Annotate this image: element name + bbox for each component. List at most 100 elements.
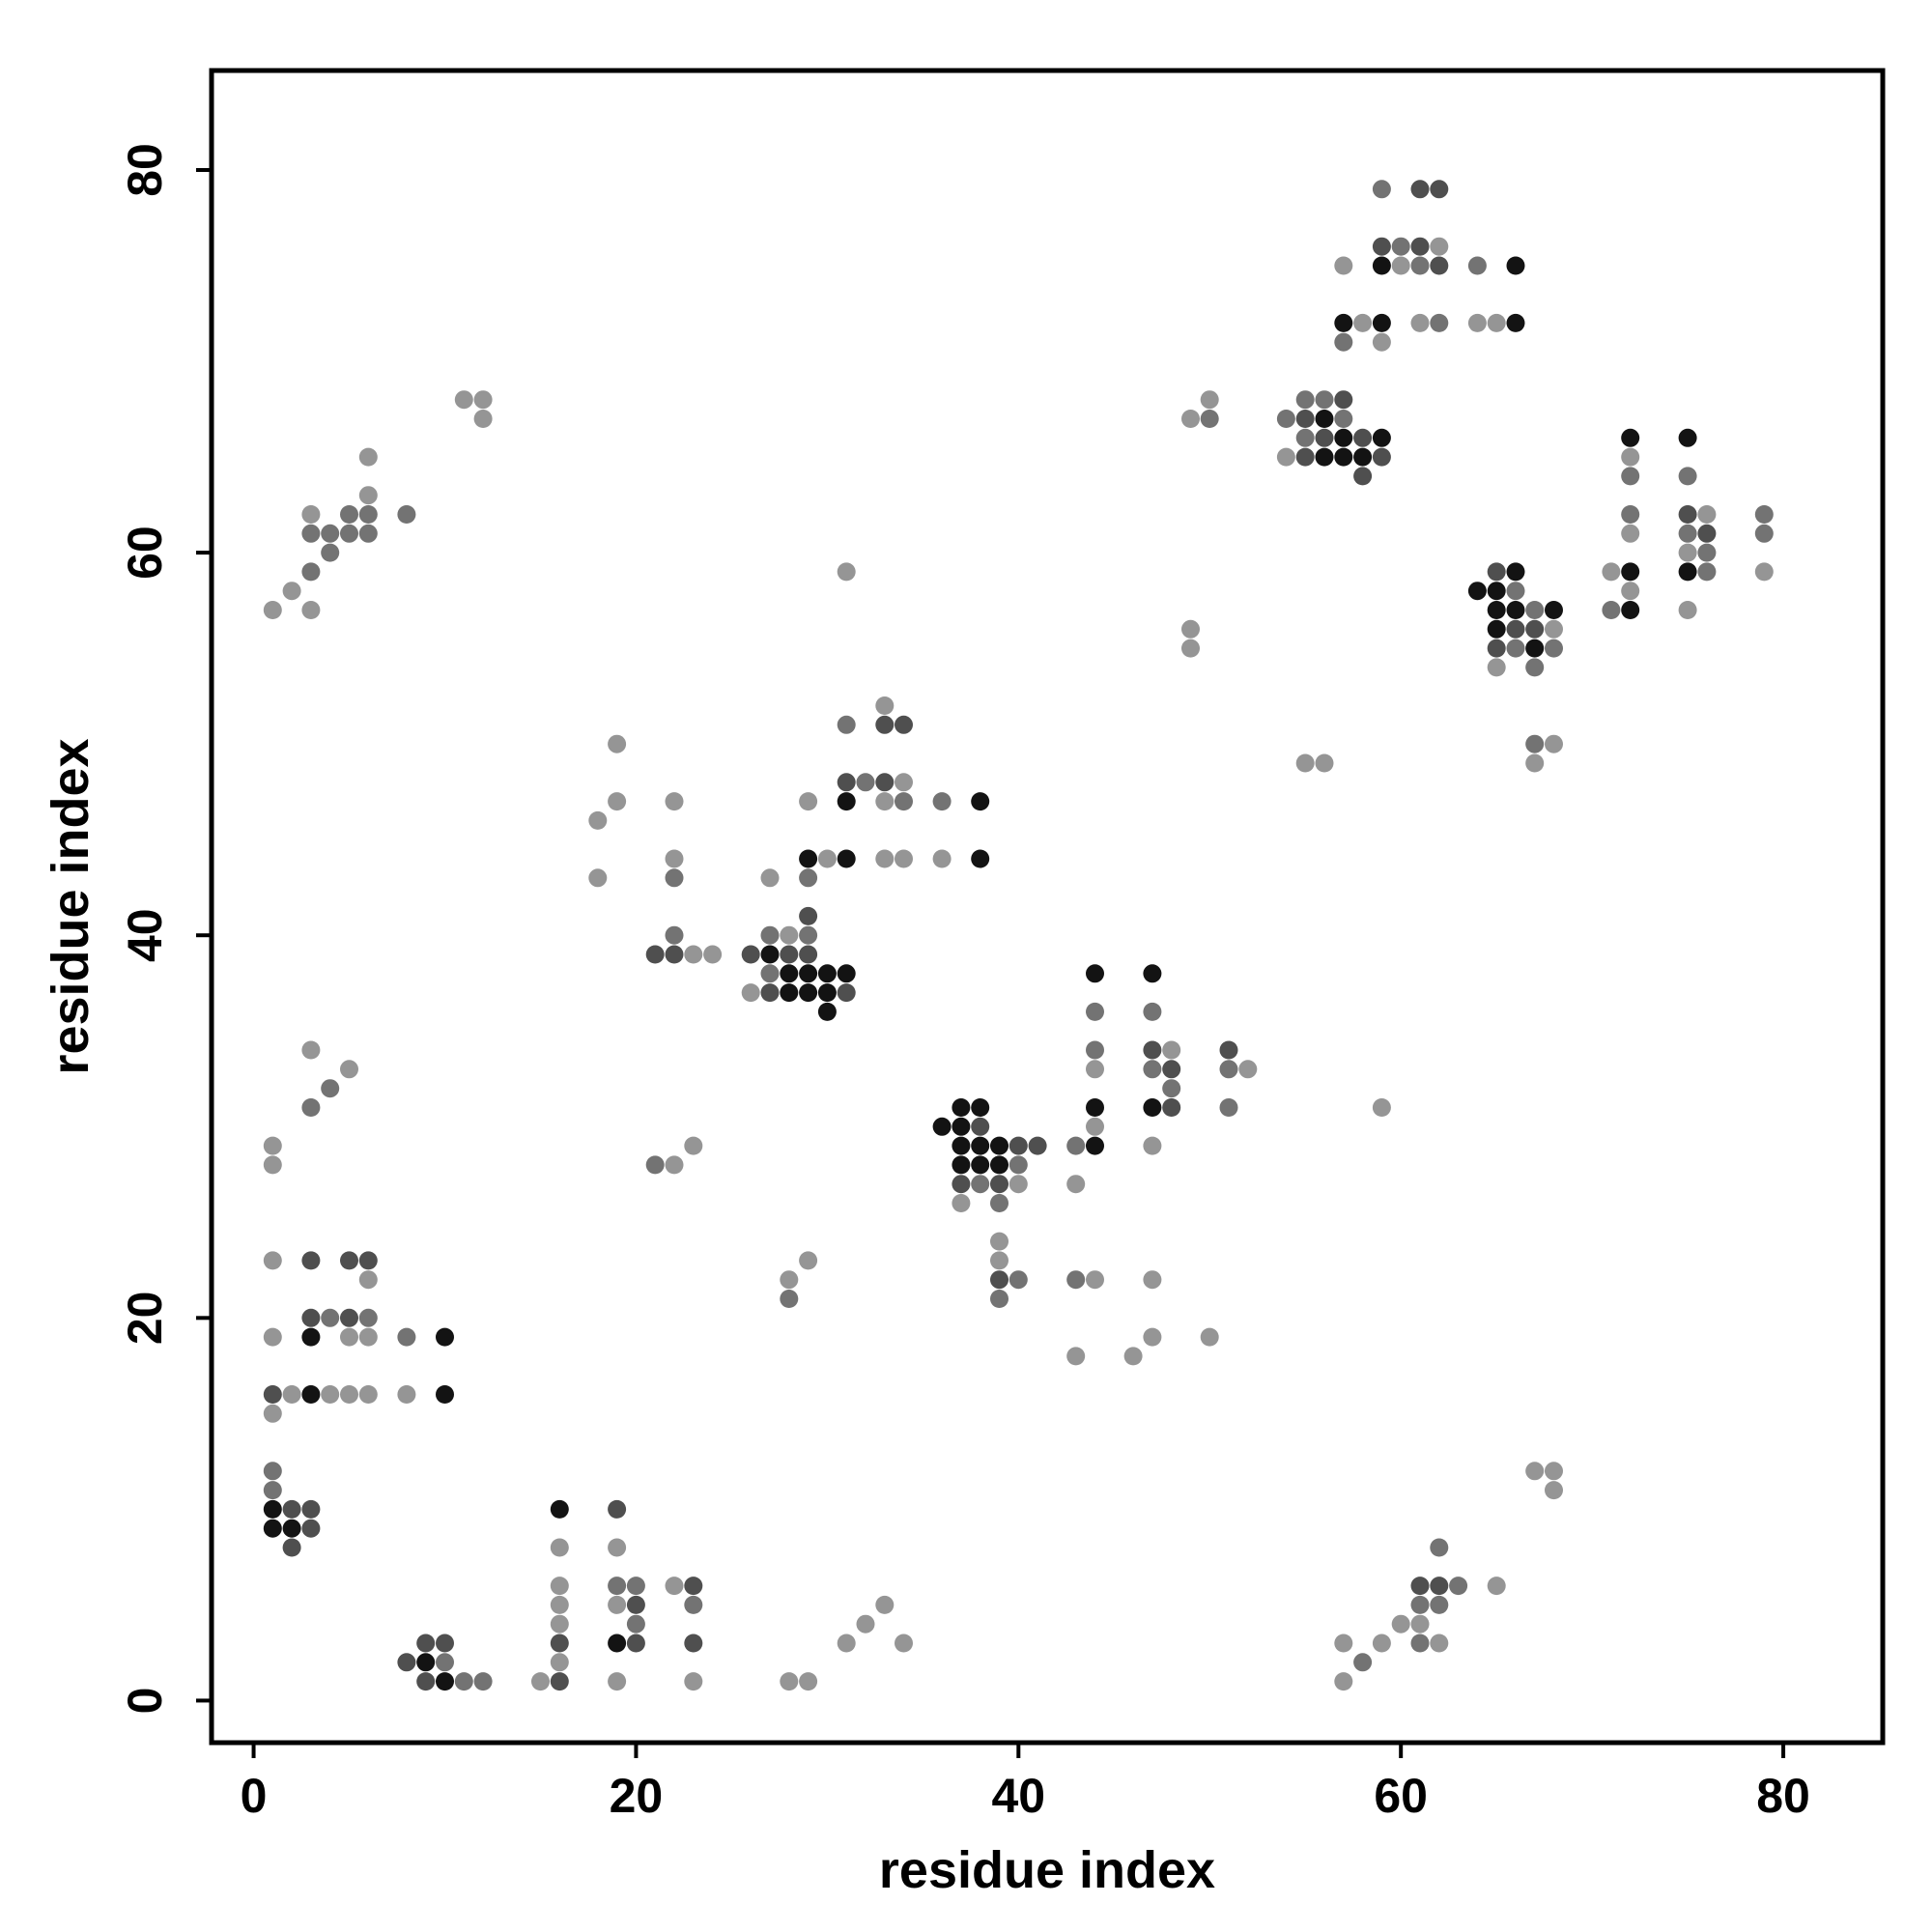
data-point bbox=[895, 849, 913, 868]
data-point bbox=[626, 1577, 645, 1596]
data-point bbox=[263, 1155, 282, 1175]
data-point bbox=[1410, 1614, 1430, 1634]
data-point bbox=[340, 1327, 358, 1347]
data-point bbox=[1181, 639, 1200, 658]
data-point bbox=[1410, 313, 1430, 332]
data-point bbox=[1238, 1060, 1258, 1079]
data-point bbox=[416, 1653, 436, 1672]
data-point bbox=[1200, 1327, 1219, 1347]
data-point bbox=[1219, 1040, 1238, 1060]
data-point bbox=[1086, 1040, 1104, 1060]
data-point bbox=[799, 792, 818, 811]
data-point bbox=[1276, 410, 1295, 428]
data-point bbox=[1334, 447, 1353, 467]
data-point bbox=[1525, 753, 1545, 773]
data-point bbox=[875, 715, 895, 734]
data-point bbox=[1334, 256, 1353, 275]
data-point bbox=[1430, 256, 1449, 275]
plot-frame bbox=[209, 68, 1886, 1746]
data-point bbox=[1621, 467, 1640, 486]
data-point bbox=[817, 964, 837, 983]
data-point bbox=[1123, 1347, 1143, 1366]
data-point bbox=[1545, 1481, 1563, 1500]
data-point bbox=[263, 1327, 282, 1347]
data-point bbox=[321, 1079, 340, 1098]
data-point bbox=[1506, 619, 1525, 639]
data-point bbox=[454, 1672, 473, 1691]
data-point bbox=[1372, 332, 1391, 352]
y-tick-label: 40 bbox=[118, 908, 172, 962]
data-point bbox=[665, 925, 684, 945]
data-point bbox=[1086, 1270, 1104, 1290]
data-point bbox=[358, 1308, 378, 1327]
data-point bbox=[1545, 734, 1563, 753]
data-point bbox=[626, 1614, 645, 1634]
data-point bbox=[645, 945, 665, 964]
data-point bbox=[665, 945, 684, 964]
data-point bbox=[760, 925, 780, 945]
data-point bbox=[626, 1595, 645, 1614]
data-point bbox=[741, 983, 760, 1003]
data-point bbox=[1410, 237, 1430, 256]
data-point bbox=[1334, 313, 1353, 332]
data-point bbox=[875, 1595, 895, 1614]
data-point bbox=[1506, 562, 1525, 582]
data-point bbox=[799, 964, 818, 983]
data-point bbox=[301, 1327, 321, 1347]
data-point bbox=[1525, 601, 1545, 619]
data-point bbox=[1334, 332, 1353, 352]
data-point bbox=[358, 524, 378, 543]
data-point bbox=[895, 773, 913, 792]
data-point bbox=[1678, 562, 1697, 582]
data-point bbox=[340, 1251, 358, 1270]
data-point bbox=[1678, 524, 1697, 543]
data-point bbox=[1086, 1002, 1104, 1021]
data-point bbox=[837, 983, 856, 1003]
data-point bbox=[990, 1155, 1009, 1175]
data-point bbox=[1315, 447, 1334, 467]
data-point bbox=[321, 524, 340, 543]
data-point bbox=[358, 1251, 378, 1270]
data-point bbox=[301, 601, 321, 619]
data-point bbox=[263, 1462, 282, 1481]
data-point bbox=[684, 1634, 703, 1653]
data-point bbox=[321, 543, 340, 562]
data-point bbox=[301, 562, 321, 582]
data-point bbox=[1086, 964, 1104, 983]
data-point bbox=[1410, 1634, 1430, 1653]
data-point bbox=[971, 1155, 990, 1175]
data-point bbox=[608, 1634, 627, 1653]
data-point bbox=[645, 1155, 665, 1175]
data-point bbox=[1430, 1634, 1449, 1653]
data-point bbox=[1487, 639, 1506, 658]
data-point bbox=[358, 1385, 378, 1404]
data-point bbox=[1009, 1175, 1028, 1194]
data-point bbox=[799, 1251, 818, 1270]
y-tick-label: 20 bbox=[118, 1292, 172, 1346]
data-point bbox=[1430, 1577, 1449, 1596]
data-point bbox=[1143, 1060, 1162, 1079]
data-point bbox=[1353, 313, 1373, 332]
data-point bbox=[1545, 1462, 1563, 1481]
data-point bbox=[952, 1194, 971, 1212]
data-point bbox=[1143, 964, 1162, 983]
data-point bbox=[301, 1308, 321, 1327]
data-point bbox=[684, 1136, 703, 1155]
data-point bbox=[301, 1519, 321, 1538]
data-point bbox=[301, 1098, 321, 1117]
data-point bbox=[971, 792, 990, 811]
data-point bbox=[1200, 410, 1219, 428]
data-point bbox=[1143, 1040, 1162, 1060]
data-point bbox=[1295, 428, 1315, 447]
data-point bbox=[301, 1499, 321, 1519]
data-point bbox=[1545, 639, 1563, 658]
data-point bbox=[1143, 1327, 1162, 1347]
data-point bbox=[837, 715, 856, 734]
y-tick-label: 60 bbox=[118, 526, 172, 580]
data-point bbox=[817, 983, 837, 1003]
data-point bbox=[952, 1136, 971, 1155]
data-point bbox=[837, 792, 856, 811]
data-point bbox=[817, 849, 837, 868]
data-point bbox=[932, 792, 952, 811]
data-point bbox=[1506, 582, 1525, 601]
